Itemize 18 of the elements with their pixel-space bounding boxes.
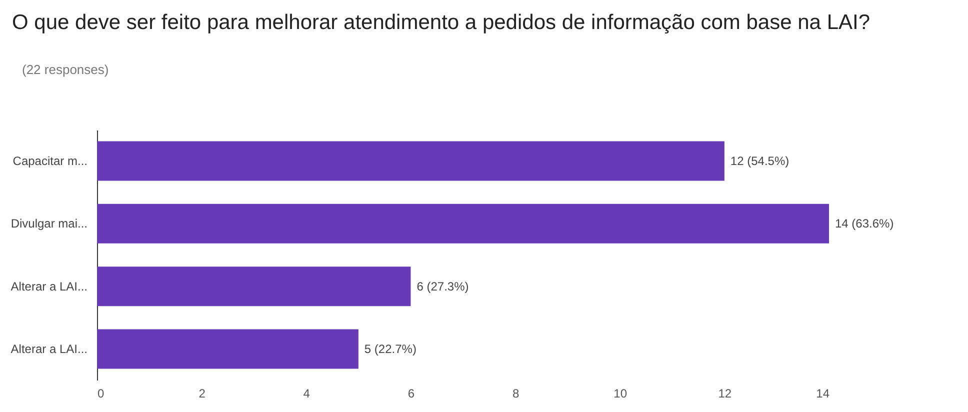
y-tick-label: Capacitar m... — [12, 154, 88, 168]
chart-title: O que deve ser feito para melhorar atendimento a pedidos de informação com base na LAI? — [12, 10, 872, 35]
x-tick-label: 10 — [614, 386, 628, 400]
x-tick-label: 4 — [303, 386, 310, 400]
x-tick-label: 12 — [718, 386, 732, 400]
x-tick-label: 8 — [512, 386, 520, 400]
y-tick-label: Divulgar mai... — [10, 216, 88, 231]
data-label: 6 (27.3%) — [416, 279, 469, 294]
x-tick-label: 14 — [816, 386, 830, 400]
y-tick-label: Alterar a LAI... — [10, 342, 88, 356]
x-tick-label: 0 — [98, 386, 104, 400]
x-tick-label: 6 — [408, 386, 415, 400]
data-label: 5 (22.7%) — [364, 342, 416, 356]
y-tick-label: Alterar a LAI... — [10, 279, 88, 294]
data-label: 14 (63.6%) — [835, 216, 894, 231]
x-tick-label: 2 — [198, 386, 206, 400]
data-label: 12 (54.5%) — [730, 154, 790, 168]
chart-subtitle: (22 responses) — [22, 62, 109, 77]
